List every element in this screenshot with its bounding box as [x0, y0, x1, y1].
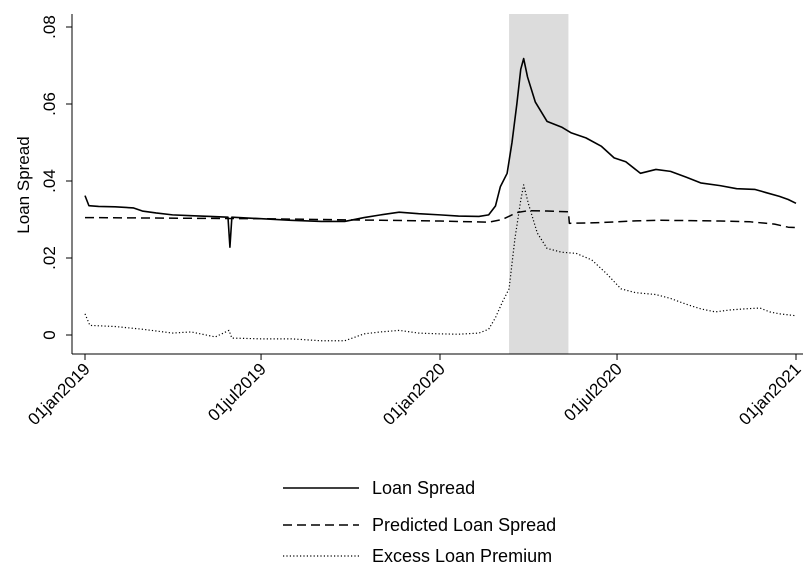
shaded-period: [509, 14, 569, 354]
shaded-period-layer: [509, 14, 569, 354]
x-tick-label: 01jul2019: [204, 359, 270, 425]
series-layer: [84, 57, 797, 342]
y-tick-label: .08: [40, 15, 59, 39]
y-axis-ticks: 0 .02 .04 .06 .08: [40, 15, 72, 340]
legend-label: Predicted Loan Spread: [372, 515, 556, 535]
legend: Loan Spread Predicted Loan Spread Excess L…: [283, 478, 556, 566]
x-tick-label: 01jan2020: [379, 359, 449, 429]
x-tick-label: 01jul2020: [560, 359, 626, 425]
legend-label: Loan Spread: [372, 478, 475, 498]
y-tick-label: .04: [40, 169, 59, 193]
x-tick-label: 01jan2019: [24, 359, 94, 429]
x-tick-label: 01jan2021: [735, 359, 805, 429]
series-line-2: [84, 209, 797, 229]
series-line-1: [84, 57, 797, 249]
y-tick-label: 0: [40, 330, 59, 339]
y-tick-label: .06: [40, 92, 59, 116]
series-line-3: [84, 184, 797, 342]
axes-layer: [71, 14, 803, 355]
legend-label: Excess Loan Premium: [372, 546, 552, 566]
y-axis-title: Loan Spread: [14, 136, 33, 233]
x-axis-ticks: 01jan2019 01jul2019 01jan2020 01jul2020 01ja…: [24, 354, 805, 429]
y-tick-label: .02: [40, 246, 59, 270]
